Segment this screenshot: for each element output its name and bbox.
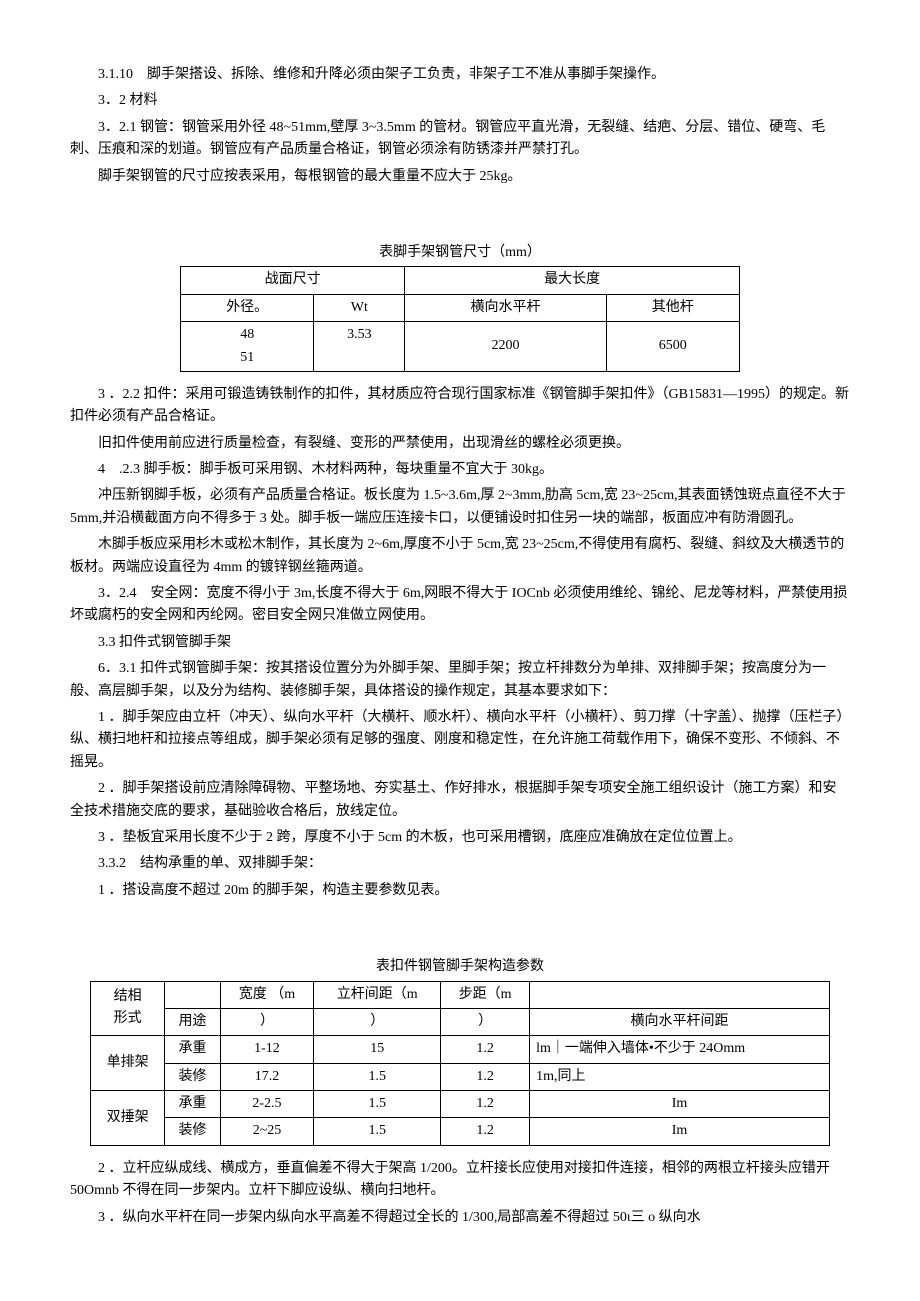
table-cell: 1.5 (314, 1091, 441, 1118)
text: 结相 (114, 989, 142, 1004)
paragraph: 3．2.4 安全网：宽度不得小于 3m,长度不得大于 6m,网眼不得大于 IOC… (70, 583, 850, 628)
pipe-size-table: 战面尺寸 最大长度 外径。 Wt 横向水平杆 其他杆 48 51 3.53 22… (180, 266, 740, 372)
table-title: 表扣件钢管脚手架构造参数 (70, 956, 850, 978)
table-cell: 1.2 (441, 1118, 530, 1145)
paragraph: 3 ．垫板宜采用长度不少于 2 跨，厚度不小于 5cm 的木板，也可采用槽钢，底… (70, 827, 850, 849)
table-cell: 6500 (606, 322, 739, 372)
paragraph: 3.1.10 脚手架搭设、拆除、维修和升降必须由架子工负责，非架子工不准从事脚手… (70, 64, 850, 86)
table-header: 结相 形式 (91, 981, 165, 1036)
table-cell: lm｜一端伸入墙体•不少于 24Omm (530, 1036, 830, 1063)
table-cell: 承重 (165, 1091, 220, 1118)
table-cell: Im (530, 1118, 830, 1145)
paragraph: 旧扣件使用前应进行质量检查，有裂缝、变形的严禁使用，出现滑丝的螺栓必须更换。 (70, 433, 850, 455)
paragraph: 6．3.1 扣件式钢管脚手架：按其搭设位置分为外脚手架、里脚手架；按立杆排数分为… (70, 658, 850, 703)
table-header: 最大长度 (405, 267, 740, 294)
table-header: 宽度 （m (220, 981, 314, 1008)
paragraph: 3 ．纵向水平杆在同一步架内纵向水平高差不得超过全长的 1/300,局部高差不得… (70, 1207, 850, 1229)
table-header: ） (441, 1008, 530, 1035)
table-header: ） (220, 1008, 314, 1035)
table-cell: 3.53 (314, 322, 405, 372)
table-cell: 2200 (405, 322, 606, 372)
table-header: 其他杆 (606, 294, 739, 321)
paragraph: 3.3.2 结构承重的单、双排脚手架： (70, 853, 850, 875)
table-cell: 2~25 (220, 1118, 314, 1145)
table-header: 横向水平杆 (405, 294, 606, 321)
table-cell: 1.2 (441, 1063, 530, 1090)
table-header: 外径。 (181, 294, 314, 321)
table-cell: 1.5 (314, 1063, 441, 1090)
paragraph: 脚手架钢管的尺寸应按表采用，每根钢管的最大重量不应大于 25kg。 (70, 166, 850, 188)
paragraph: 3．2 材料 (70, 90, 850, 112)
text: 48 (240, 327, 254, 342)
table-header: 用途 (165, 1008, 220, 1035)
table-header (530, 981, 830, 1008)
paragraph: 2 ．立杆应纵成线、横成方，垂直偏差不得大于架高 1/200。立杆接长应使用对接… (70, 1158, 850, 1203)
paragraph: 2 ．脚手架搭设前应清除障碍物、平整场地、夯实基土、作好排水，根据脚手架专项安全… (70, 778, 850, 823)
paragraph: 1 ．搭设高度不超过 20m 的脚手架，构造主要参数见表。 (70, 880, 850, 902)
table-cell: 17.2 (220, 1063, 314, 1090)
table-cell: 装修 (165, 1063, 220, 1090)
table-header: 步距（m (441, 981, 530, 1008)
paragraph: 1 ．脚手架应由立杆（冲天）、纵向水平杆（大横杆、顺水杆）、横向水平杆（小横杆）… (70, 707, 850, 774)
text: 形式 (114, 1011, 142, 1026)
table-header: 战面尺寸 (181, 267, 405, 294)
table-cell: Im (530, 1091, 830, 1118)
text: 51 (240, 350, 254, 365)
table-header: 横向水平杆间距 (530, 1008, 830, 1035)
paragraph: 3．2.1 钢管：钢管采用外径 48~51mm,壁厚 3~3.5mm 的管材。钢… (70, 117, 850, 162)
table-header (165, 981, 220, 1008)
paragraph: 3 ．2.2 扣件：采用可锻造铸铁制作的扣件，其材质应符合现行国家标准《钢管脚手… (70, 384, 850, 429)
table-cell: 1m,同上 (530, 1063, 830, 1090)
table-cell: 双捶架 (91, 1091, 165, 1146)
table-header: 立杆间距（m (314, 981, 441, 1008)
table-header: ） (314, 1008, 441, 1035)
paragraph: 冲压新钢脚手板，必须有产品质量合格证。板长度为 1.5~3.6m,厚 2~3mm… (70, 485, 850, 530)
table-cell: 1.5 (314, 1118, 441, 1145)
table-cell: 1.2 (441, 1036, 530, 1063)
paragraph: 4 .2.3 脚手板：脚手板可采用钢、木材料两种，每块重量不宜大于 30kg。 (70, 459, 850, 481)
paragraph: 3.3 扣件式钢管脚手架 (70, 632, 850, 654)
parameters-table: 结相 形式 宽度 （m 立杆间距（m 步距（m 用途 ） ） ） 横向水平杆间距… (90, 981, 830, 1146)
table-cell: 15 (314, 1036, 441, 1063)
table-cell: 承重 (165, 1036, 220, 1063)
table-header: Wt (314, 294, 405, 321)
table-cell: 2-2.5 (220, 1091, 314, 1118)
table-cell: 单排架 (91, 1036, 165, 1091)
text: 3．2.1 钢管：钢管采用外径 48~51mm,壁厚 3~3.5mm 的管材。钢… (70, 120, 825, 157)
paragraph: 木脚手板应采用杉木或松木制作，其长度为 2~6m,厚度不小于 5cm,宽 23~… (70, 534, 850, 579)
table-title: 表脚手架钢管尺寸（mm） (70, 242, 850, 264)
table-cell: 1.2 (441, 1091, 530, 1118)
table-cell: 装修 (165, 1118, 220, 1145)
table-cell: 1-12 (220, 1036, 314, 1063)
table-cell: 48 51 (181, 322, 314, 372)
